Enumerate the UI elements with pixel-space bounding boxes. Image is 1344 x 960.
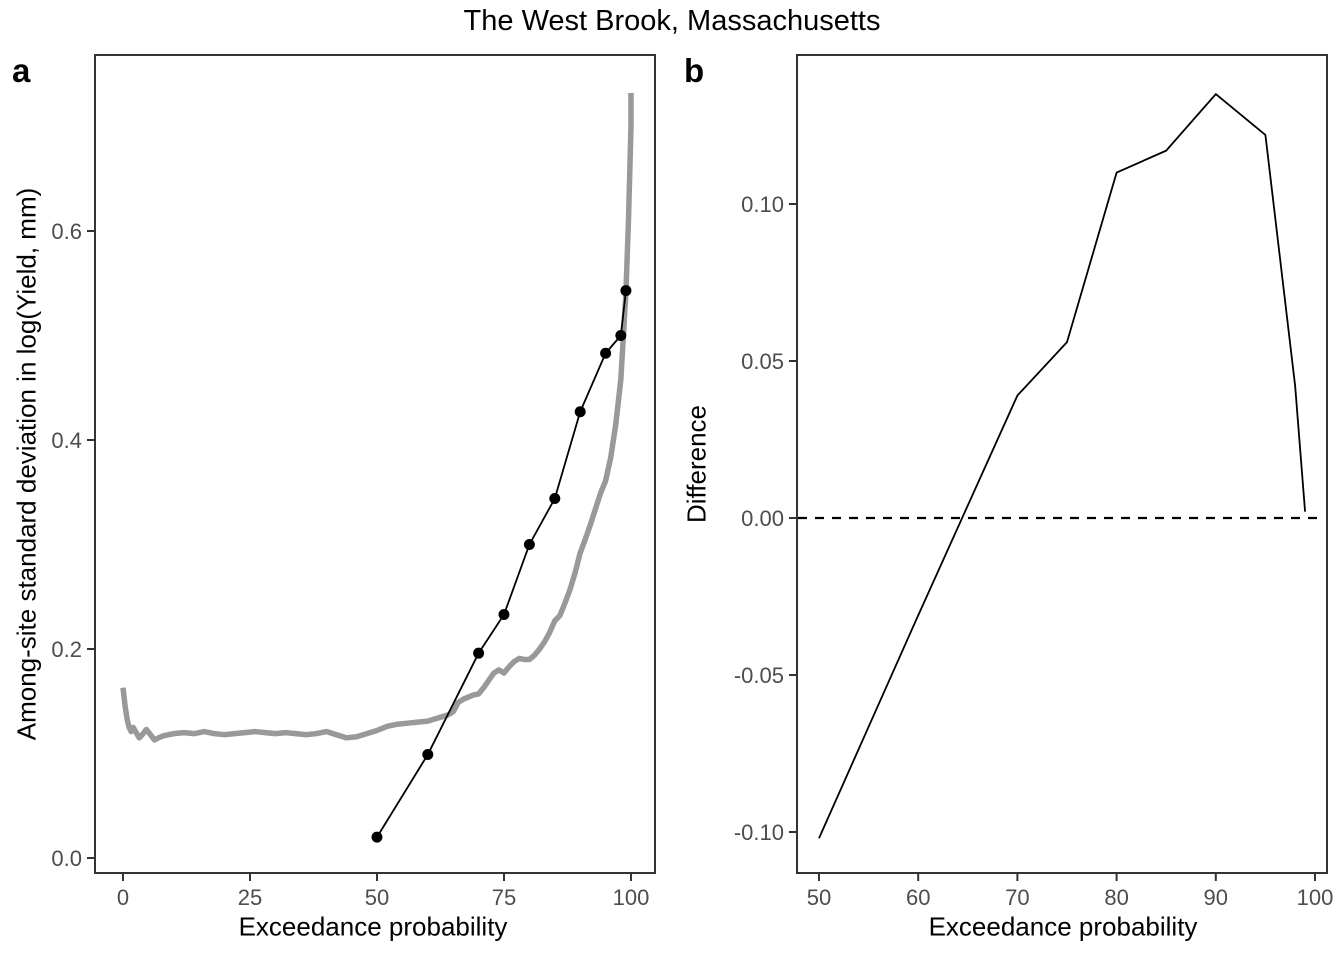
panel-a-y-tick-label: 0.4 bbox=[51, 428, 82, 453]
panel-b-x-tick-label: 80 bbox=[1104, 885, 1128, 910]
panel-b-y-tick-label: -0.10 bbox=[734, 820, 784, 845]
figure-title: The West Brook, Massachusetts bbox=[463, 5, 881, 37]
panel-b-y-tick-label: -0.05 bbox=[734, 663, 784, 688]
data-point-panel-a bbox=[498, 609, 510, 621]
series-difference-line-black bbox=[818, 93, 1306, 839]
panel-a-y-tick-label: 0.0 bbox=[51, 846, 82, 871]
panel-b-y-tick-label: 0.00 bbox=[741, 506, 784, 531]
panel-b-y-tick-label: 0.10 bbox=[741, 192, 784, 217]
panel-b-letter: b bbox=[684, 52, 705, 89]
data-point-panel-a bbox=[371, 831, 383, 843]
panel-b-x-tick-label: 100 bbox=[1297, 885, 1334, 910]
data-point-panel-a bbox=[600, 347, 612, 359]
panel-b-x-axis-title: Exceedance probability bbox=[928, 911, 1198, 942]
panel-b-x-tick-label: 90 bbox=[1204, 885, 1228, 910]
series-continuous-sd-curve-gray bbox=[120, 93, 634, 743]
series-quantile-sd-points-black bbox=[376, 290, 627, 838]
data-point-panel-a bbox=[473, 647, 485, 659]
panel-a-x-tick-label: 25 bbox=[238, 885, 262, 910]
data-point-panel-a bbox=[615, 330, 627, 341]
panel-a-x-tick-label: 50 bbox=[365, 885, 389, 910]
panel-a-border bbox=[94, 54, 656, 874]
panel-a-x-tick-label: 100 bbox=[613, 885, 650, 910]
data-point-panel-a bbox=[422, 749, 434, 761]
data-point-panel-a bbox=[574, 406, 586, 418]
panel-a-y-tick-label: 0.2 bbox=[51, 637, 82, 662]
panel-a-x-tick-label: 0 bbox=[117, 885, 129, 910]
panel-b-y-tick-label: 0.05 bbox=[741, 349, 784, 374]
data-point-panel-a bbox=[523, 539, 535, 550]
panel-b-x-tick-label: 70 bbox=[1005, 885, 1029, 910]
panel-b-x-tick-label: 60 bbox=[906, 885, 930, 910]
panel-b-x-tick-label: 50 bbox=[807, 885, 831, 910]
panel-a-x-tick-label: 75 bbox=[492, 885, 516, 910]
data-point-panel-a bbox=[620, 285, 632, 297]
panel-b-border bbox=[796, 54, 1328, 874]
panel-a-x-axis-title: Exceedance probability bbox=[238, 911, 508, 942]
data-point-panel-a bbox=[549, 493, 561, 505]
panel-a-letter: a bbox=[12, 52, 31, 89]
panel-a-y-tick-label: 0.6 bbox=[51, 219, 82, 244]
